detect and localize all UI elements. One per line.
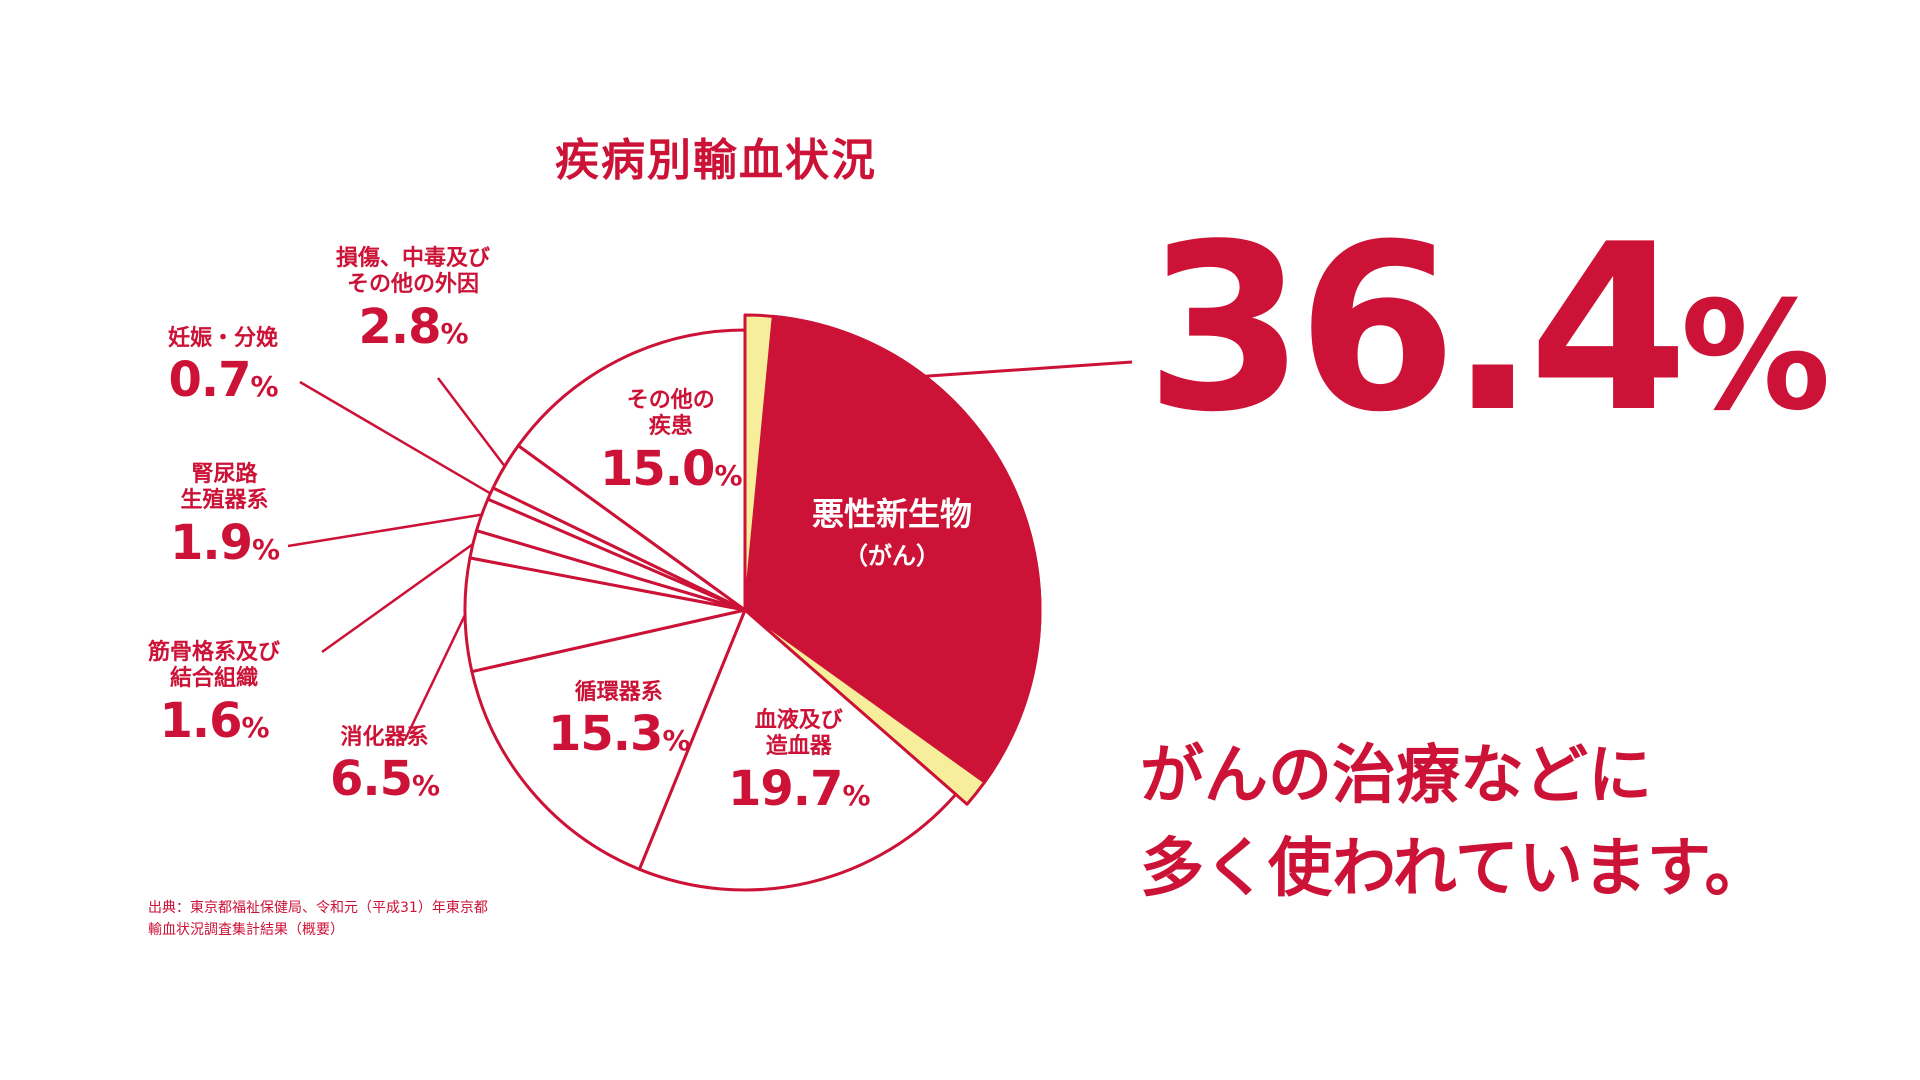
leader-line-4 xyxy=(321,543,474,654)
value-pregnancy: 0.7% xyxy=(168,352,278,410)
chart-title: 疾病別輸血状況 xyxy=(555,135,877,186)
value-renal: 1.9% xyxy=(170,514,280,573)
label-circulatory: 循環器系 15.3% xyxy=(548,680,691,764)
label-other-line1: その他の xyxy=(626,388,715,413)
percent-unit: % xyxy=(662,724,690,758)
value-musculoskeletal: 1.6% xyxy=(148,693,280,751)
percent-unit: % xyxy=(241,710,269,744)
label-pregnancy: 妊娠・分娩 0.7% xyxy=(168,326,279,410)
label-cancer-line1: 悪性新生物 xyxy=(812,495,973,533)
slice-8 xyxy=(516,328,747,612)
label-circulatory-line1: 循環器系 xyxy=(574,680,663,705)
label-digestive: 消化器系 6.5% xyxy=(330,725,440,809)
message: がんの治療などに 多く使われています。 xyxy=(1140,730,1768,916)
label-digestive-line1: 消化器系 xyxy=(340,725,429,750)
leader-line-highlight xyxy=(924,360,1133,378)
percent-unit: % xyxy=(252,532,280,566)
slice-2 xyxy=(470,608,747,871)
percent-unit: % xyxy=(250,370,278,404)
slice-1 xyxy=(637,608,958,892)
slice-0 xyxy=(743,314,1042,785)
value-blood-number: 19.7 xyxy=(728,760,843,817)
percent-unit: % xyxy=(440,316,468,350)
label-injury-line1: 損傷、中毒及び xyxy=(336,246,491,271)
label-blood-line2: 造血器 xyxy=(765,734,832,760)
leader-line-5 xyxy=(287,513,482,548)
label-cancer: 悪性新生物 （がん） xyxy=(812,490,972,574)
value-circulatory: 15.3% xyxy=(548,706,691,764)
value-digestive: 6.5% xyxy=(330,751,440,809)
label-blood-line1: 血液及び xyxy=(754,708,843,733)
slice-3 xyxy=(463,556,747,674)
value-circulatory-number: 15.3 xyxy=(548,706,663,763)
label-blood: 血液及び 造血器 19.7% xyxy=(728,708,871,819)
value-digestive-number: 6.5 xyxy=(330,751,413,808)
value-renal-number: 1.9 xyxy=(170,514,253,571)
source-line1: 出典：東京都福祉保健局、令和元（平成31）年東京都 xyxy=(148,900,488,916)
highlight-value: 36.4 xyxy=(1145,196,1688,463)
value-other: 15.0% xyxy=(600,440,743,499)
message-line1: がんの治療などに xyxy=(1140,739,1652,813)
percent-unit: % xyxy=(842,778,870,812)
value-injury-number: 2.8 xyxy=(358,298,441,355)
leader-line-3 xyxy=(403,614,467,741)
source-line2: 輸血状況調査集計結果（概要） xyxy=(148,921,344,938)
label-musculoskeletal-line2: 結合組織 xyxy=(170,666,259,692)
label-renal-line2: 生殖器系 xyxy=(180,488,269,514)
highlight-percentage: 36.4% xyxy=(1145,215,1831,445)
label-pregnancy-line1: 妊娠・分娩 xyxy=(168,326,279,351)
value-musculoskeletal-number: 1.6 xyxy=(159,692,242,749)
label-injury: 損傷、中毒及び その他の外因 2.8% xyxy=(336,246,490,356)
value-injury: 2.8% xyxy=(336,299,490,357)
value-other-number: 15.0 xyxy=(600,440,715,497)
label-cancer-line2: （がん） xyxy=(844,542,940,570)
value-pregnancy-number: 0.7 xyxy=(168,352,251,409)
label-renal-line1: 腎尿路 xyxy=(191,462,258,487)
message-line2: 多く使われています。 xyxy=(1140,831,1769,906)
label-other: その他の 疾患 15.0% xyxy=(600,388,743,499)
leader-line-6 xyxy=(299,380,492,495)
value-blood: 19.7% xyxy=(728,760,871,819)
label-musculoskeletal: 筋骨格系及び 結合組織 1.6% xyxy=(148,640,280,750)
label-injury-line2: その他の外因 xyxy=(347,272,480,298)
highlight-unit: % xyxy=(1680,270,1831,444)
label-musculoskeletal-line1: 筋骨格系及び xyxy=(148,640,281,665)
label-other-line2: 疾患 xyxy=(648,414,693,440)
leader-line-7 xyxy=(437,377,506,467)
label-renal: 腎尿路 生殖器系 1.9% xyxy=(170,462,280,573)
percent-unit: % xyxy=(412,769,440,803)
percent-unit: % xyxy=(714,458,742,492)
source-note: 出典：東京都福祉保健局、令和元（平成31）年東京都 輸血状況調査集計結果（概要） xyxy=(148,898,488,941)
